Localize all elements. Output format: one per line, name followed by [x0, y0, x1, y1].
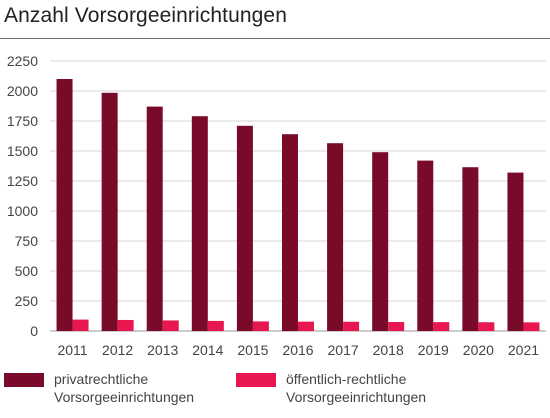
bar-public-2021	[523, 322, 540, 331]
bar-public-2016	[298, 321, 314, 331]
y-tick-label: 2000	[7, 83, 38, 99]
legend-item-public: öffentlich-rechtliche Vorsorgeeinrichtun…	[236, 370, 456, 406]
y-tick-label: 750	[15, 233, 39, 249]
bar-private-2016	[282, 134, 298, 331]
bar-public-2013	[162, 320, 179, 331]
y-tick-label: 1250	[7, 173, 38, 189]
bar-public-2020	[478, 322, 495, 331]
legend-label-public: öffentlich-rechtliche Vorsorgeeinrichtun…	[286, 371, 427, 405]
legend-label-private: privatrechtliche Vorsorgeeinrichtungen	[54, 371, 195, 405]
legend-swatch-public	[236, 373, 276, 387]
bar-private-2014	[191, 116, 208, 331]
bar-private-2018	[372, 152, 389, 331]
y-tick-label: 0	[30, 323, 38, 339]
y-tick-label: 2250	[7, 53, 38, 69]
y-tick-label: 1000	[7, 203, 38, 219]
bar-private-2011	[56, 79, 73, 331]
bar-private-2021	[507, 172, 524, 331]
bar-public-2019	[433, 322, 450, 331]
legend-swatch-private	[4, 373, 44, 387]
x-tick-label: 2013	[147, 342, 178, 358]
y-tick-label: 1750	[7, 113, 38, 129]
x-tick-label: 2017	[328, 342, 359, 358]
x-tick-label: 2021	[508, 342, 539, 358]
y-axis-ticks: 0 250 500 750 1000 1250 1500 1750 2000 2250	[7, 53, 38, 339]
bar-private-2020	[462, 167, 479, 331]
bar-public-2014	[207, 320, 224, 331]
x-tick-label: 2016	[282, 342, 313, 358]
y-tick-label: 500	[15, 263, 39, 279]
x-tick-label: 2012	[102, 342, 133, 358]
bar-public-2011	[72, 319, 89, 331]
bars	[56, 79, 540, 331]
bar-private-2015	[236, 125, 253, 331]
bar-private-2012	[101, 92, 118, 331]
x-tick-label: 2020	[463, 342, 494, 358]
x-axis-ticks: 2011 2012 2013 2014 2015 2016 2017 2018 2019 2020…	[57, 342, 539, 358]
x-tick-label: 2019	[418, 342, 449, 358]
y-tick-label: 1500	[7, 143, 38, 159]
bar-public-2012	[117, 319, 134, 331]
bar-public-2015	[252, 321, 269, 331]
bar-private-2019	[417, 160, 434, 331]
bar-public-2017	[343, 321, 360, 331]
x-tick-label: 2015	[237, 342, 268, 358]
bar-public-2018	[388, 322, 405, 331]
bar-private-2017	[327, 143, 344, 331]
x-tick-label: 2011	[57, 342, 87, 358]
bar-private-2013	[146, 106, 163, 331]
legend-item-private: privatrechtliche Vorsorgeeinrichtungen	[4, 370, 224, 406]
x-tick-label: 2014	[192, 342, 223, 358]
x-tick-label: 2018	[373, 342, 404, 358]
chart-title: Anzahl Vorsorgeeinrichtungen	[4, 4, 287, 27]
y-tick-label: 250	[15, 293, 39, 309]
title-divider	[0, 38, 550, 39]
